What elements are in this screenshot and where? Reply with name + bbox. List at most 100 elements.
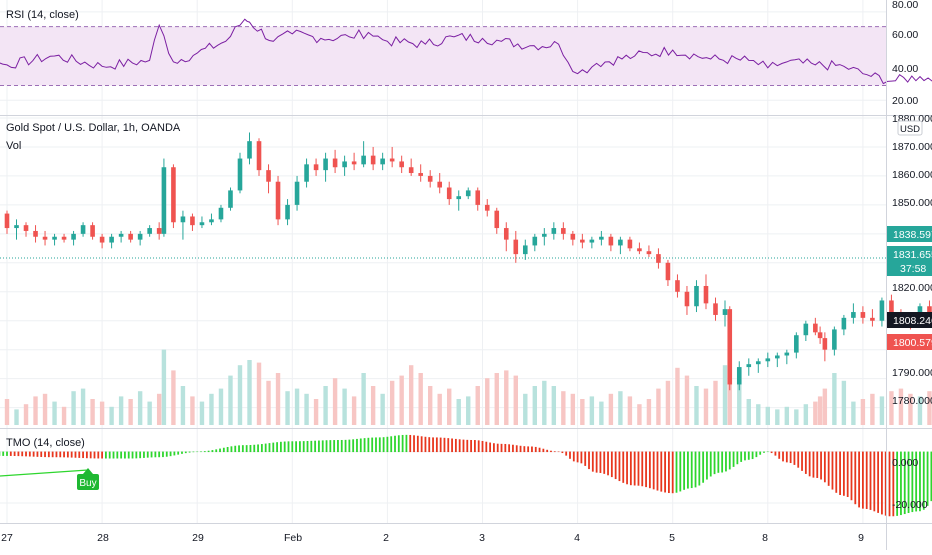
volume-bar — [656, 388, 661, 425]
time-tick: 5 — [669, 532, 675, 544]
candle-body — [218, 207, 224, 220]
candle-body — [813, 323, 818, 333]
volume-bar — [627, 396, 633, 425]
rsi-tick: 40.00 — [892, 63, 918, 75]
candle-body — [465, 190, 471, 197]
candle-body — [851, 312, 856, 318]
last-price-tag[interactable]: 1831.655 37:58 — [887, 246, 932, 276]
candle-body — [237, 158, 243, 191]
candle-body — [513, 239, 519, 255]
volume-bar — [456, 399, 461, 425]
candle-body — [713, 303, 718, 315]
candle-body — [736, 367, 742, 385]
volume-bar — [618, 391, 623, 425]
volume-bar — [437, 393, 442, 425]
candle-body — [342, 161, 347, 168]
candle-body — [570, 233, 576, 240]
time-tick: 8 — [762, 532, 768, 544]
volume-bar — [90, 399, 95, 425]
candle-body — [304, 164, 309, 182]
volume-bar — [42, 393, 48, 425]
volume-bar — [523, 393, 528, 425]
tmo-grid — [0, 429, 886, 523]
volume-bar — [71, 391, 76, 425]
candle-body — [323, 158, 328, 171]
volume-bar — [542, 380, 547, 425]
volume-bar — [665, 380, 671, 425]
rsi-axis[interactable]: 80.00 60.00 40.00 20.00 — [892, 0, 918, 107]
candle-body — [418, 173, 423, 176]
time-tick: 2 — [383, 532, 389, 544]
candle-body — [522, 245, 528, 255]
volume-bar — [180, 386, 186, 425]
volume-bar — [447, 388, 452, 425]
countdown-text: 37:58 — [900, 263, 926, 275]
candle-body — [408, 167, 414, 174]
candle-body — [803, 323, 809, 336]
candle-body — [99, 236, 105, 243]
currency-label: USD — [900, 124, 920, 135]
time-axis[interactable]: 27 28 29 Feb 2 3 4 5 8 9 — [1, 532, 864, 544]
stop-price-tag-box — [887, 334, 932, 350]
rsi-tick: 20.00 — [892, 95, 918, 107]
buy-signal-box — [77, 474, 99, 490]
volume-bar — [209, 393, 214, 425]
volume-bar — [927, 391, 932, 425]
rsi-label: RSI (14, close) — [6, 9, 79, 21]
candle-body — [199, 222, 205, 226]
candle-body — [870, 317, 875, 321]
candle-body — [4, 213, 10, 229]
time-tick: 3 — [479, 532, 485, 544]
volume-bar — [775, 409, 780, 425]
price-grid — [0, 116, 886, 428]
volume-bar — [832, 373, 837, 425]
candle-body — [542, 233, 547, 237]
volume-bar — [756, 404, 761, 425]
volume-bar — [841, 380, 847, 425]
volume-bar — [851, 401, 856, 425]
volume-bar — [161, 349, 167, 425]
candle-body — [456, 196, 462, 200]
price-axis[interactable]: 1880.000 1870.000 1860.000 1850.000 1820… — [892, 113, 932, 407]
candle-body — [285, 204, 290, 220]
candle-body — [618, 239, 623, 246]
buy-signal[interactable]: Buy — [77, 468, 99, 490]
currency-button[interactable] — [897, 120, 923, 136]
candle-body — [399, 161, 404, 168]
volume-bar — [389, 380, 395, 425]
stop-price-tag[interactable]: 1800.579 — [887, 334, 932, 350]
volume-bar — [342, 388, 347, 425]
volume-bar — [109, 406, 114, 425]
volume-bar — [803, 404, 809, 425]
volume-bar — [52, 401, 57, 425]
price-pane: Gold Spot / U.S. Dollar, 1h, OANDA Vol — [0, 116, 932, 428]
target-price-tag[interactable]: 1838.597 — [887, 226, 932, 242]
candle-body — [171, 167, 176, 223]
entry-price-tag[interactable]: 1808.246 — [887, 312, 932, 328]
volume-bar — [61, 406, 67, 425]
tmo-tick: 0.000 — [892, 457, 918, 469]
entry-price-tag-text: 1808.246 — [893, 315, 932, 327]
time-tick: 27 — [1, 532, 13, 544]
candle-body — [137, 233, 143, 240]
candle-body — [389, 158, 395, 162]
volume-bar — [118, 396, 124, 425]
buy-signal-label: Buy — [79, 478, 96, 489]
price-tick: 1850.000 — [892, 197, 932, 209]
volume-bar — [589, 396, 595, 425]
candle-body — [33, 230, 38, 237]
candle-body — [599, 236, 604, 240]
volume-bar — [513, 375, 518, 425]
candle-body — [665, 262, 671, 281]
volume-bar — [870, 393, 875, 425]
price-tick: 1860.000 — [892, 169, 932, 181]
volume-bar — [485, 378, 490, 425]
candle-body — [128, 233, 133, 240]
volume-bar — [561, 391, 566, 425]
volume-bar — [351, 396, 357, 425]
tmo-axis[interactable]: 0.000 -20.000 — [892, 457, 928, 511]
volume-bar — [817, 396, 823, 425]
